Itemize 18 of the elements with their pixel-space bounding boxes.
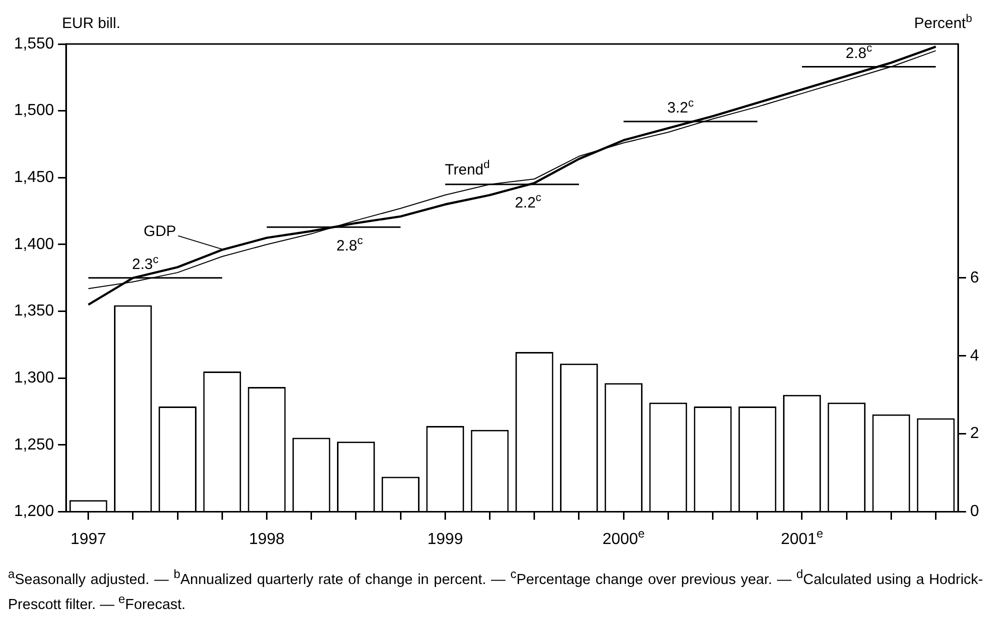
- text: $^{a}$Seasonally adjusted. — $^{b}$Annualized quarterly rate of change in percent. — $^{c}$Percentage change over previous year. — $^{d}$Calculated using a Hodrick-Prescott filter. — $^{e}$Forecast.: [8, 567, 983, 613]
- series-label: GDP: [144, 222, 176, 240]
- y2-tick-label: 2: [970, 425, 980, 442]
- y2-tick-label: 4: [970, 347, 980, 364]
- y-tick-label: 1,250: [14, 436, 54, 454]
- x-tick-label: 1998: [248, 531, 285, 548]
- y-tick-label: 1,550: [14, 35, 54, 52]
- y-tick-label: 1,200: [14, 503, 54, 520]
- x-tick-label: 1997: [70, 531, 106, 548]
- y2-tick-label: 0: [970, 503, 980, 520]
- x-tick-label: 1999: [427, 531, 464, 548]
- y-axis-title: EUR bill.: [62, 15, 120, 32]
- y-tick-label: 1,500: [14, 102, 54, 120]
- y-tick-label: 1,300: [14, 370, 54, 387]
- y-tick-label: 1,400: [14, 236, 54, 253]
- y-tick-label: 1,450: [14, 169, 54, 186]
- y2-tick-label: 6: [970, 269, 980, 286]
- y-tick-label: 1,350: [14, 302, 54, 320]
